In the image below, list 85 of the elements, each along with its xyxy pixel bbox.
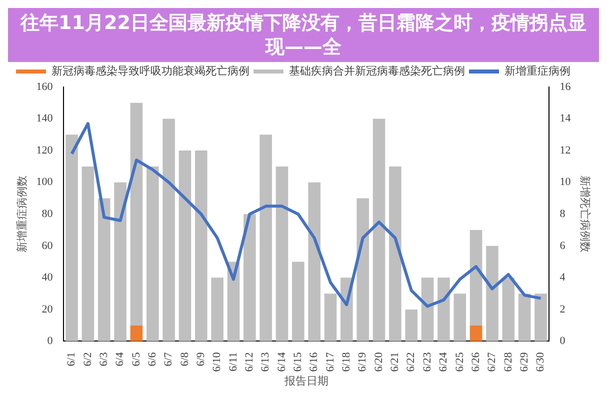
bar bbox=[146, 166, 159, 342]
x-tick-label: 6/29 bbox=[518, 352, 530, 372]
bar bbox=[486, 246, 498, 342]
bar bbox=[130, 325, 143, 342]
bar bbox=[162, 118, 175, 342]
x-tick-label: 6/13 bbox=[260, 352, 272, 372]
bar bbox=[130, 102, 143, 326]
x-tick-label: 6/28 bbox=[502, 352, 514, 372]
y2-axis-title: 新增死亡病例数 bbox=[578, 176, 592, 253]
bar bbox=[470, 325, 482, 342]
bar bbox=[534, 294, 547, 342]
legend-label: 新冠病毒感染导致呼吸功能衰竭死亡病例 bbox=[52, 64, 250, 78]
x-tick-label: 6/9 bbox=[195, 352, 208, 366]
bar bbox=[438, 278, 450, 342]
bar bbox=[324, 294, 337, 342]
x-tick-label: 6/18 bbox=[340, 352, 353, 372]
y-tick-label: 100 bbox=[36, 176, 54, 188]
x-tick-label: 6/6 bbox=[146, 352, 159, 366]
x-tick-label: 6/14 bbox=[276, 352, 288, 372]
x-tick-label: 6/21 bbox=[389, 352, 402, 372]
x-tick-label: 6/4 bbox=[114, 352, 126, 366]
y-tick-label: 80 bbox=[42, 208, 54, 220]
x-tick-label: 6/10 bbox=[211, 352, 224, 372]
x-tick-label: 6/11 bbox=[227, 352, 240, 372]
bar bbox=[405, 309, 418, 342]
y2-tick-label: 14 bbox=[560, 112, 572, 125]
x-tick-label: 6/8 bbox=[178, 352, 191, 366]
x-tick-label: 6/20 bbox=[372, 352, 385, 372]
bar bbox=[195, 150, 208, 342]
x-tick-label: 6/26 bbox=[470, 352, 482, 372]
legend-label: 基础疾病合并新冠病毒感染死亡病例 bbox=[289, 64, 465, 78]
y2-tick-label: 2 bbox=[560, 303, 566, 316]
x-tick-label: 6/25 bbox=[454, 352, 466, 372]
bar bbox=[502, 278, 515, 342]
y2-tick-label: 0 bbox=[560, 335, 566, 348]
x-tick-label: 6/19 bbox=[356, 352, 369, 372]
x-tick-label: 6/1 bbox=[66, 352, 78, 366]
bar bbox=[470, 230, 482, 326]
y2-tick-label: 12 bbox=[560, 144, 571, 156]
bar bbox=[308, 182, 320, 342]
x-tick-label: 6/15 bbox=[292, 352, 304, 372]
y-tick-label: 20 bbox=[42, 303, 54, 316]
y2-tick-label: 16 bbox=[560, 80, 572, 93]
bar bbox=[276, 166, 288, 342]
y-tick-label: 60 bbox=[42, 240, 54, 252]
bar bbox=[244, 214, 256, 342]
x-tick-label: 6/30 bbox=[534, 352, 547, 372]
x-tick-label: 6/24 bbox=[438, 352, 450, 372]
bar bbox=[260, 134, 272, 342]
bar bbox=[114, 182, 126, 342]
x-tick-label: 6/3 bbox=[98, 352, 110, 366]
bar bbox=[454, 294, 466, 342]
x-tick-label: 6/5 bbox=[130, 352, 142, 366]
x-tick-label: 6/12 bbox=[244, 352, 256, 372]
bar bbox=[178, 150, 192, 342]
x-tick-label: 6/27 bbox=[486, 352, 498, 372]
y-tick-label: 160 bbox=[36, 80, 54, 93]
y2-tick-label: 4 bbox=[560, 272, 566, 284]
x-tick-label: 6/22 bbox=[405, 352, 418, 372]
x-tick-label: 6/2 bbox=[82, 352, 94, 366]
bar bbox=[98, 198, 110, 342]
bar bbox=[372, 118, 386, 342]
y-tick-label: 140 bbox=[36, 112, 54, 125]
x-tick-label: 6/23 bbox=[421, 352, 434, 372]
y2-tick-label: 10 bbox=[560, 176, 572, 188]
legend-label: 新增重症病例 bbox=[504, 64, 570, 78]
bar bbox=[421, 278, 434, 342]
x-tick-label: 6/16 bbox=[308, 352, 320, 372]
chart-title: 往年11月22日全国最新疫情下降没有，昔日霜降之时，疫情拐点显现——全 bbox=[8, 8, 599, 62]
x-tick-label: 6/7 bbox=[162, 352, 175, 366]
bar bbox=[389, 166, 402, 342]
bar bbox=[518, 294, 531, 342]
bar bbox=[82, 166, 94, 342]
y-tick-label: 120 bbox=[36, 144, 54, 156]
y-axis-title: 新增重症病例数 bbox=[15, 176, 28, 253]
x-tick-label: 6/17 bbox=[324, 352, 336, 372]
bar bbox=[211, 278, 224, 342]
bar bbox=[356, 198, 369, 342]
y2-tick-label: 6 bbox=[560, 240, 566, 252]
bar bbox=[66, 134, 78, 342]
x-axis-title: 报告日期 bbox=[283, 374, 328, 388]
y2-tick-label: 8 bbox=[560, 208, 566, 220]
y-tick-label: 0 bbox=[47, 335, 54, 348]
y-tick-label: 40 bbox=[42, 272, 54, 284]
bar bbox=[292, 262, 304, 342]
